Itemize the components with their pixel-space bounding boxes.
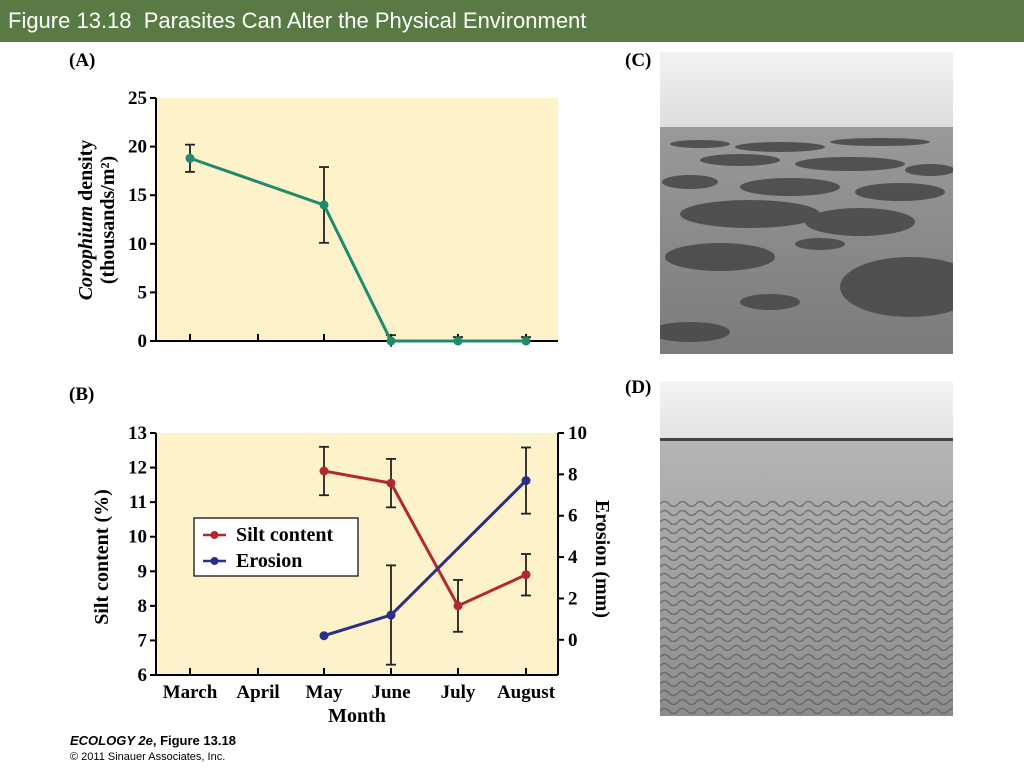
chart-b-left-tick-label: 13 — [128, 423, 147, 444]
chart-b-right-tick-label: 10 — [568, 423, 587, 444]
chart-b-right-tick-label: 2 — [568, 588, 578, 609]
chart-b-x-tick-label: April — [236, 682, 279, 703]
chart-b-point — [319, 466, 329, 476]
chart-a-y-label-line2: (thousands/m²) — [97, 156, 119, 284]
chart-a-y-tick-label: 15 — [128, 185, 147, 206]
chart-b-point — [319, 631, 329, 641]
chart-a-y-label-line1: Corophium density — [75, 140, 97, 301]
chart-a-y-tick-label: 0 — [138, 331, 148, 352]
panel-a-label: (A) — [69, 50, 96, 71]
legend-erosion-marker — [210, 557, 219, 565]
copyright: © 2011 Sinauer Associates, Inc. — [70, 751, 226, 763]
chart-a-y-tick-label: 25 — [128, 88, 147, 109]
chart-b-left-y-label: Silt content (%) — [91, 489, 113, 625]
chart-a-point — [386, 336, 396, 346]
chart-a-point — [319, 200, 329, 210]
chart-b-left-tick-label: 6 — [138, 665, 148, 686]
chart-b-left-tick-label: 7 — [138, 630, 148, 651]
chart-a-plot-area — [156, 98, 558, 341]
chart-b-point — [453, 601, 463, 611]
legend-silt-label: Silt content — [236, 524, 334, 546]
chart-b-x-tick-label: May — [306, 682, 343, 703]
book-credit: ECOLOGY 2e, Figure 13.18 — [70, 733, 236, 748]
chart-b-point — [386, 610, 396, 620]
chart-b-left-tick-label: 9 — [138, 561, 148, 582]
chart-b-x-tick-label: August — [497, 682, 556, 703]
panel-c-label: (C) — [625, 50, 652, 71]
photo-d-rippled-sand — [660, 381, 953, 716]
panel-d-label: (D) — [625, 377, 652, 398]
photo-c-patchy-mudflat — [660, 52, 953, 354]
figure-title: Figure 13.18 Parasites Can Alter the Phy… — [0, 0, 1024, 42]
chart-a-y-tick-label: 20 — [128, 137, 147, 158]
chart-b-right-tick-label: 4 — [568, 547, 578, 568]
chart-b-point — [521, 570, 531, 580]
legend-silt-marker — [210, 531, 219, 539]
chart-a-point — [521, 336, 531, 346]
chart-b-left-tick-label: 10 — [128, 527, 147, 548]
legend-box — [193, 517, 359, 577]
panel-b-label: (B) — [69, 384, 95, 405]
chart-b-right-tick-label: 6 — [568, 506, 578, 527]
chart-b-left-tick-label: 8 — [138, 596, 148, 617]
chart-b-point — [521, 476, 531, 486]
chart-a-point — [185, 153, 195, 163]
chart-b-legend: Silt content Erosion — [193, 517, 359, 577]
chart-a-point — [453, 336, 463, 346]
chart-a-y-tick-label: 10 — [128, 234, 147, 255]
chart-b-x-tick-label: July — [441, 682, 476, 703]
chart-b-x-label: Month — [328, 705, 386, 727]
chart-b-right-y-label: Erosion (mm) — [591, 500, 613, 618]
chart-b-left-tick-label: 12 — [128, 458, 147, 479]
chart-b-series-line — [323, 469, 527, 608]
chart-a-y-tick-label: 5 — [138, 282, 148, 303]
chart-b-point — [386, 478, 396, 488]
chart-b-x-tick-label: June — [371, 682, 410, 703]
chart-b-x-tick-label: March — [163, 682, 218, 703]
chart-b-right-tick-label: 8 — [568, 464, 578, 485]
chart-b-left-tick-label: 11 — [129, 492, 147, 513]
chart-b-right-tick-label: 0 — [568, 630, 578, 651]
legend-erosion-label: Erosion — [236, 550, 302, 572]
